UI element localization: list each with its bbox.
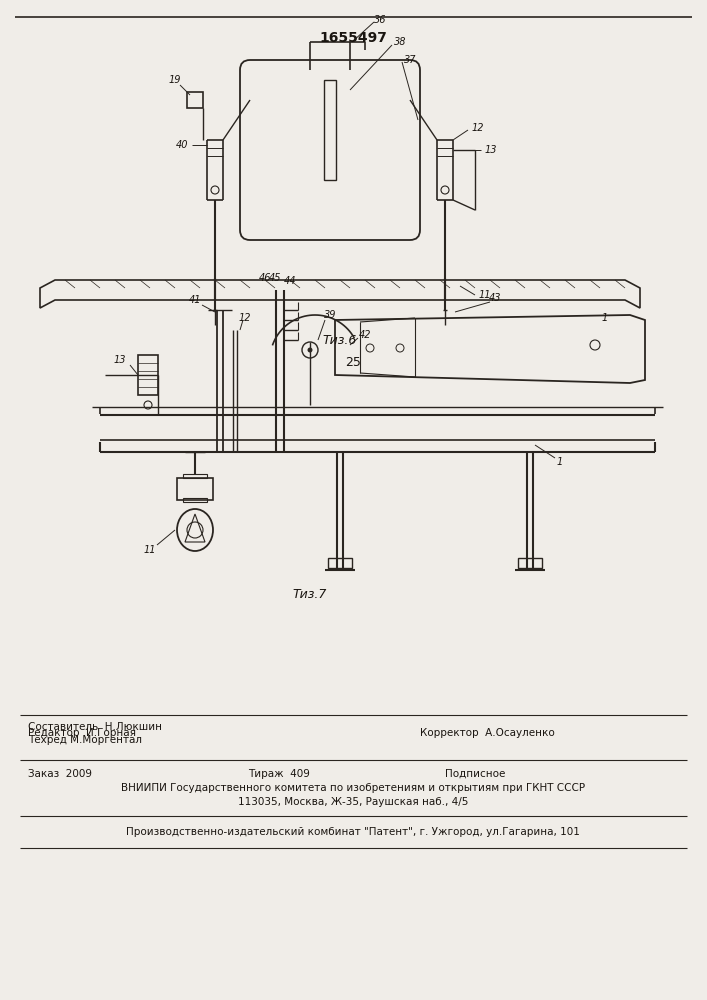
- Text: 1: 1: [557, 457, 563, 467]
- Text: Корректор  А.Осауленко: Корректор А.Осауленко: [420, 728, 555, 738]
- Text: Составитель  Н.Люкшин: Составитель Н.Люкшин: [28, 722, 162, 732]
- Text: Редактор  И.Горная: Редактор И.Горная: [28, 728, 136, 738]
- Text: 39: 39: [324, 310, 337, 320]
- Bar: [183, 498, 207, 502]
- Bar: [328, 558, 352, 568]
- Bar: [138, 355, 158, 395]
- Text: Производственно-издательский комбинат "Патент", г. Ужгород, ул.Гагарина, 101: Производственно-издательский комбинат "П…: [126, 827, 580, 837]
- Circle shape: [308, 348, 312, 353]
- Text: 113035, Москва, Ж-35, Раушская наб., 4/5: 113035, Москва, Ж-35, Раушская наб., 4/5: [238, 797, 468, 807]
- Text: 46: 46: [259, 273, 271, 283]
- Text: Техред М.Моргентал: Техред М.Моргентал: [28, 735, 142, 745]
- Bar: [187, 92, 203, 108]
- Text: 12: 12: [472, 123, 484, 133]
- Text: 40: 40: [176, 140, 188, 150]
- Text: Заказ  2009: Заказ 2009: [28, 769, 92, 779]
- Text: 41: 41: [189, 295, 201, 305]
- Text: 19: 19: [169, 75, 181, 85]
- Text: 36: 36: [374, 15, 386, 25]
- Text: 1655497: 1655497: [319, 31, 387, 45]
- Text: 43: 43: [489, 293, 501, 303]
- Text: 1: 1: [602, 313, 608, 323]
- Bar: [183, 474, 207, 478]
- Text: Тираж  409: Тираж 409: [248, 769, 310, 779]
- Text: Τиз.6: Τиз.6: [323, 334, 357, 347]
- Text: 38: 38: [394, 37, 407, 47]
- Text: 45: 45: [269, 273, 281, 283]
- Text: 13: 13: [485, 145, 497, 155]
- Text: 37: 37: [404, 55, 416, 65]
- Text: 44: 44: [284, 276, 296, 286]
- Text: 13: 13: [114, 355, 127, 365]
- Text: 12: 12: [239, 313, 251, 323]
- Text: Τиз.7: Τиз.7: [293, 588, 327, 601]
- Text: 11: 11: [144, 545, 156, 555]
- Text: 11: 11: [479, 290, 491, 300]
- Text: 25: 25: [345, 356, 361, 368]
- Bar: [324, 80, 336, 180]
- Text: ВНИИПИ Государственного комитета по изобретениям и открытиям при ГКНТ СССР: ВНИИПИ Государственного комитета по изоб…: [121, 783, 585, 793]
- Text: 42: 42: [358, 330, 371, 340]
- Bar: [518, 558, 542, 568]
- Bar: [177, 478, 213, 500]
- Text: Подписное: Подписное: [445, 769, 506, 779]
